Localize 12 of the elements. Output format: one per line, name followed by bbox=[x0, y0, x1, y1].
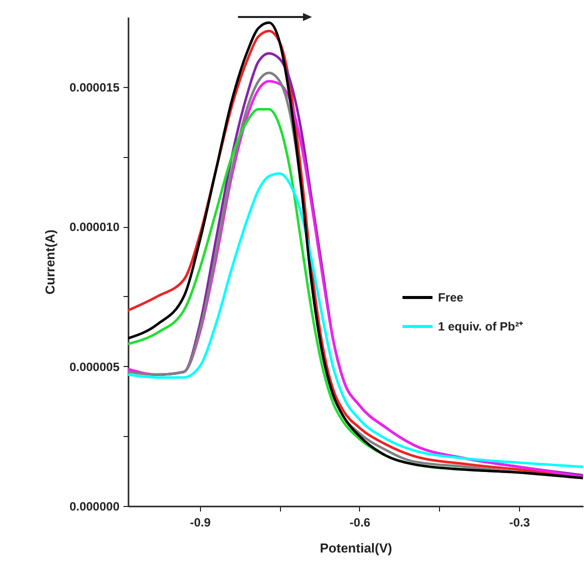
y-axis-title: Current(A) bbox=[42, 230, 58, 294]
x-tick-label: -0.3 bbox=[509, 516, 530, 530]
y-tick-label: 0.000010 bbox=[69, 220, 120, 234]
line-series bbox=[128, 172, 583, 468]
x-tick-label: -0.9 bbox=[190, 516, 211, 530]
y-tick-label: 0.000005 bbox=[69, 360, 120, 374]
y-tick-label: 0.000015 bbox=[69, 80, 120, 94]
x-tick-label: -0.6 bbox=[350, 516, 371, 530]
x-axis-title: Potential(V) bbox=[320, 540, 392, 556]
legend-label: 1 equiv. of Pb²⁺ bbox=[438, 320, 524, 334]
legend-label: Free bbox=[438, 290, 464, 305]
y-tick-label: 0.000000 bbox=[69, 500, 120, 514]
